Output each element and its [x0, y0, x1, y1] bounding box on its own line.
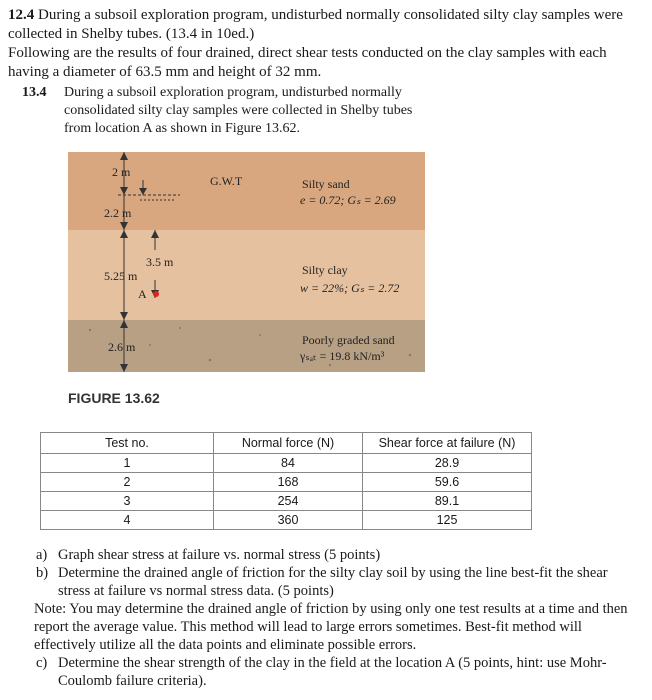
figure-caption: FIGURE 13.62 — [68, 390, 160, 406]
header-cell: Shear force at failure (N) — [362, 432, 532, 454]
dimension-label: 5.25 m — [104, 269, 138, 283]
question-label: c) — [36, 655, 48, 671]
point-label: A — [138, 287, 147, 301]
layer-props: w = 22%; Gₛ = 2.72 — [300, 281, 400, 295]
problem: 13.4 During a subsoil exploration progra… — [22, 84, 442, 138]
table-body: 1 84 28.9 2 168 59.6 3 254 89.1 4 360 125 — [40, 453, 532, 530]
table-cell: 2 — [40, 472, 214, 492]
question-text: Determine the drained angle of friction … — [58, 565, 608, 599]
header-cell: Test no. — [40, 432, 214, 454]
layer-graded-sand — [68, 320, 425, 372]
layer-props: γₛₐₜ = 19.8 kN/m³ — [300, 349, 385, 363]
table-cell: 360 — [213, 510, 363, 530]
header: 12.4 During a subsoil exploration progra… — [8, 6, 648, 44]
problem-text: During a subsoil exploration program, un… — [64, 85, 413, 136]
question: a) Graph shear stress at failure vs. norm… — [36, 546, 636, 564]
questions: a) Graph shear stress at failure vs. norm… — [34, 546, 636, 690]
layer-props: e = 0.72; Gₛ = 2.69 — [300, 193, 396, 207]
dimension-label: 3.5 m — [146, 255, 174, 269]
header-cell: Normal force (N) — [213, 432, 363, 454]
dimension-label: 2.6 m — [108, 340, 136, 354]
header-text: During a subsoil exploration program, un… — [8, 7, 623, 42]
question-label: a) — [36, 547, 48, 563]
note: Note: You may determine the drained angl… — [34, 601, 628, 653]
table-cell: 1 — [40, 453, 214, 473]
table-cell: 89.1 — [362, 491, 532, 511]
table-row: 1 84 28.9 — [40, 453, 532, 473]
problem-number: 13.4 — [22, 85, 47, 100]
table-cell: 3 — [40, 491, 214, 511]
intro: Following are the results of four draine… — [8, 45, 607, 80]
table-cell: 84 — [213, 453, 363, 473]
question-text: Determine the shear strength of the clay… — [58, 655, 607, 689]
table-cell: 59.6 — [362, 472, 532, 492]
table-cell: 4 — [40, 510, 214, 530]
table-cell: 168 — [213, 472, 363, 492]
table-header: Test no. Normal force (N) Shear force at… — [40, 432, 532, 454]
question-label: b) — [36, 565, 49, 581]
layer-silty-clay — [68, 230, 425, 320]
table-row: 3 254 89.1 — [40, 491, 532, 511]
speckle — [88, 327, 412, 367]
table-cell: 254 — [213, 491, 363, 511]
point-a — [153, 291, 159, 297]
layer-name: Silty clay — [302, 263, 348, 277]
soil-profile — [68, 152, 425, 372]
header-number: 12.4 — [8, 7, 35, 23]
table-cell: 28.9 — [362, 453, 532, 473]
table-cell: 125 — [362, 510, 532, 530]
table-row: 2 168 59.6 — [40, 472, 532, 492]
layer-silty-sand — [68, 152, 425, 230]
layer-name: Poorly graded sand — [302, 333, 395, 347]
question-text: Graph shear stress at failure vs. normal… — [58, 547, 381, 563]
table-row: 4 360 125 — [40, 510, 532, 530]
question: b) Determine the drained angle of frictio… — [36, 564, 636, 600]
results-table: Test no. Normal force (N) Shear force at… — [40, 432, 532, 530]
water-table-label: G.W.T — [210, 174, 243, 188]
dimension-label: 2.2 m — [104, 206, 132, 220]
dimension-label: 2 m — [112, 165, 131, 179]
question: c) Determine the shear strength of the cl… — [36, 654, 636, 690]
layer-name: Silty sand — [302, 177, 350, 191]
